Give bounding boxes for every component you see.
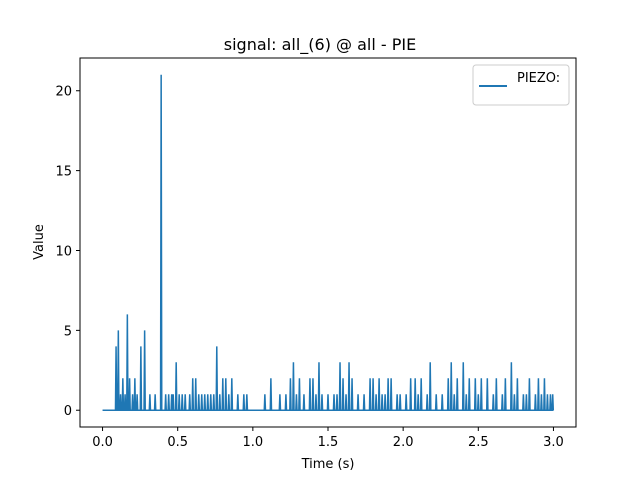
x-axis-label: Time (s) — [301, 457, 355, 472]
y-tick-label: 10 — [55, 244, 72, 259]
y-axis-ticks: 0 5 10 15 20 — [55, 85, 80, 419]
x-tick-label: 3.0 — [543, 435, 564, 450]
y-tick-label: 5 — [64, 324, 72, 339]
y-axis-label: Value — [32, 224, 47, 260]
series-line-piezo — [102, 74, 555, 411]
x-tick-label: 0.5 — [167, 435, 188, 450]
legend-entry-piezo: PIEZO: — [517, 71, 560, 86]
x-tick-label: 2.0 — [393, 435, 414, 450]
x-tick-label: 2.5 — [468, 435, 489, 450]
y-tick-label: 15 — [55, 165, 72, 180]
x-tick-label: 1.5 — [318, 435, 339, 450]
y-tick-label: 0 — [64, 404, 72, 419]
x-axis-ticks: 0.0 0.5 1.0 1.5 2.0 2.5 3.0 — [92, 427, 564, 450]
plot-frame — [79, 57, 577, 428]
plot-content — [102, 74, 555, 411]
legend-box — [472, 64, 570, 106]
legend: PIEZO: — [472, 64, 570, 106]
chart-title: signal: all_(6) @ all - PIE — [224, 35, 416, 55]
x-tick-label: 0.0 — [92, 435, 113, 450]
x-tick-label: 1.0 — [243, 435, 264, 450]
y-tick-label: 20 — [55, 85, 72, 100]
